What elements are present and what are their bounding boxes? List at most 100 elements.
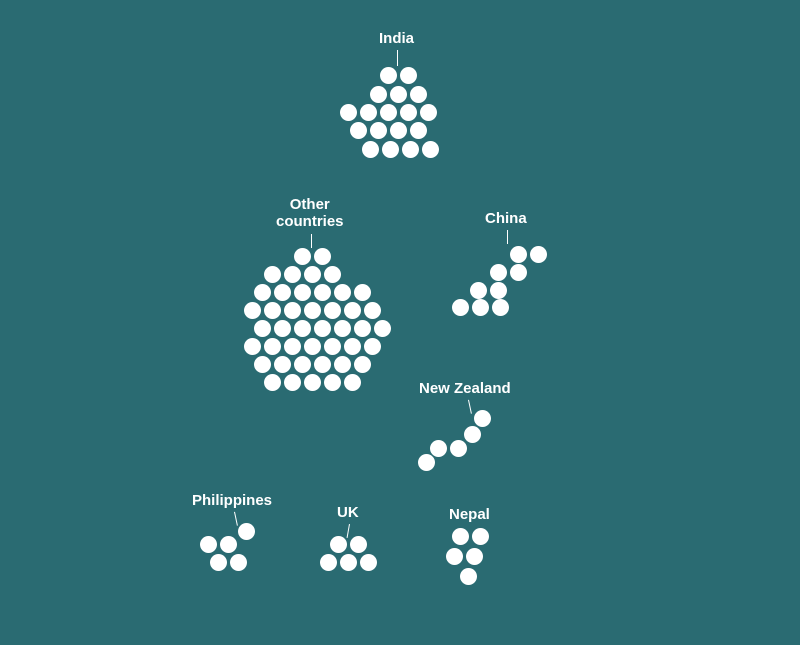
dot-uk (340, 554, 357, 571)
dot-china (530, 246, 547, 263)
dot-china (470, 282, 487, 299)
dot-other (354, 284, 371, 301)
dot-other (304, 338, 321, 355)
dot-india (422, 141, 439, 158)
dot-other (254, 284, 271, 301)
dot-india (382, 141, 399, 158)
dot-other (304, 374, 321, 391)
cluster-label-ph: Philippines (192, 492, 272, 509)
dot-other (304, 302, 321, 319)
dot-india (362, 141, 379, 158)
dot-cluster-chart: India Other countries China New Zealand Phil… (0, 0, 800, 645)
leader-line-nz (468, 400, 472, 414)
dot-other (294, 248, 311, 265)
dot-india (402, 141, 419, 158)
dot-other (294, 320, 311, 337)
dot-uk (330, 536, 347, 553)
cluster-label-nepal: Nepal (449, 506, 490, 523)
dot-india (380, 104, 397, 121)
cluster-label-nz: New Zealand (419, 380, 511, 397)
dot-nepal (472, 528, 489, 545)
dot-other (344, 302, 361, 319)
dot-india (400, 104, 417, 121)
dot-ph (210, 554, 227, 571)
dot-other (284, 266, 301, 283)
dot-india (380, 67, 397, 84)
dot-other (264, 338, 281, 355)
dot-nz (418, 454, 435, 471)
dot-other (264, 302, 281, 319)
dot-ph (220, 536, 237, 553)
dot-india (420, 104, 437, 121)
dot-other (294, 356, 311, 373)
dot-ph (238, 523, 255, 540)
dot-nepal (466, 548, 483, 565)
dot-other (254, 356, 271, 373)
dot-other (254, 320, 271, 337)
dot-other (284, 302, 301, 319)
leader-line-india (397, 50, 398, 66)
dot-india (410, 86, 427, 103)
dot-other (314, 356, 331, 373)
dot-india (360, 104, 377, 121)
dot-uk (360, 554, 377, 571)
dot-other (324, 338, 341, 355)
dot-other (364, 338, 381, 355)
dot-other (274, 356, 291, 373)
dot-other (314, 320, 331, 337)
dot-other (274, 320, 291, 337)
dot-uk (320, 554, 337, 571)
dot-other (244, 338, 261, 355)
dot-other (324, 266, 341, 283)
dot-other (344, 374, 361, 391)
dot-other (374, 320, 391, 337)
dot-other (294, 284, 311, 301)
dot-other (304, 266, 321, 283)
cluster-label-india: India (379, 30, 414, 47)
dot-other (364, 302, 381, 319)
leader-line-china (507, 230, 508, 244)
dot-ph (200, 536, 217, 553)
dot-other (324, 302, 341, 319)
dot-nz (464, 426, 481, 443)
dot-other (244, 302, 261, 319)
dot-india (370, 122, 387, 139)
dot-other (334, 284, 351, 301)
dot-india (350, 122, 367, 139)
dot-other (324, 374, 341, 391)
dot-other (354, 356, 371, 373)
dot-other (334, 356, 351, 373)
dot-china (452, 299, 469, 316)
dot-other (314, 284, 331, 301)
dot-other (284, 338, 301, 355)
dot-china (510, 246, 527, 263)
dot-other (264, 374, 281, 391)
dot-other (274, 284, 291, 301)
cluster-label-uk: UK (337, 504, 359, 521)
dot-nz (474, 410, 491, 427)
leader-line-ph (234, 512, 238, 526)
dot-other (284, 374, 301, 391)
dot-ph (230, 554, 247, 571)
dot-china (490, 282, 507, 299)
dot-other (264, 266, 281, 283)
dot-other (344, 338, 361, 355)
dot-india (400, 67, 417, 84)
dot-india (390, 86, 407, 103)
dot-india (370, 86, 387, 103)
leader-line-other (311, 234, 312, 248)
dot-india (390, 122, 407, 139)
dot-china (510, 264, 527, 281)
dot-china (492, 299, 509, 316)
dot-china (472, 299, 489, 316)
dot-india (410, 122, 427, 139)
cluster-label-other: Other countries (276, 196, 344, 231)
dot-nepal (446, 548, 463, 565)
dot-uk (350, 536, 367, 553)
cluster-label-china: China (485, 210, 527, 227)
dot-china (490, 264, 507, 281)
leader-line-uk (347, 524, 350, 538)
dot-nepal (452, 528, 469, 545)
dot-other (314, 248, 331, 265)
dot-other (354, 320, 371, 337)
